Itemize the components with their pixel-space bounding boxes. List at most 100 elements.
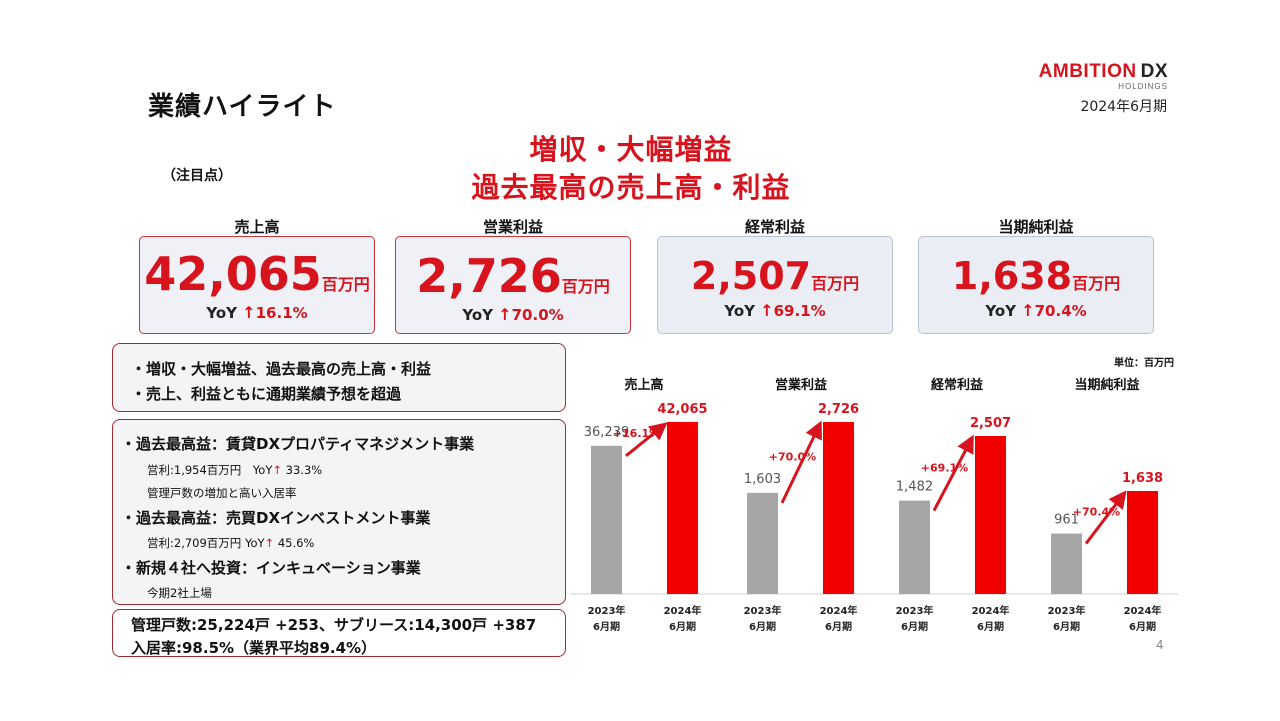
kpi-yoy-net-income: 70.4% bbox=[1034, 302, 1087, 320]
category-label: 6月期 bbox=[1129, 620, 1156, 633]
bar-2023 bbox=[1051, 533, 1082, 594]
bar-2024 bbox=[667, 422, 698, 594]
data-label-2024: 2,726 bbox=[818, 402, 859, 417]
logo-subtitle: HOLDINGS bbox=[1118, 82, 1168, 91]
data-label-2023: 961 bbox=[1054, 513, 1079, 528]
data-label-2024: 2,507 bbox=[970, 416, 1011, 431]
kpi-value-ordinary-profit: 2,507 bbox=[690, 254, 812, 298]
category-label: 6月期 bbox=[749, 620, 776, 633]
data-label-2023: 1,603 bbox=[744, 472, 781, 487]
page-title: 業績ハイライト bbox=[148, 92, 337, 122]
headline-line-1: 増収・大幅増益 bbox=[529, 133, 733, 166]
category-label: 2024年 bbox=[1124, 604, 1162, 617]
kpi-unit: 百万円 bbox=[811, 274, 860, 293]
kpi-unit: 百万円 bbox=[561, 277, 610, 296]
company-logo: AMBITION DX HOLDINGS bbox=[1028, 61, 1168, 92]
data-label-2024: 42,065 bbox=[657, 402, 707, 417]
kpi-label-sales: 売上高 bbox=[234, 218, 280, 236]
data-label-2023: 1,482 bbox=[896, 480, 933, 495]
segment-2-title: ・過去最高益：売買DXインベストメント事業 bbox=[121, 509, 431, 527]
bar-2023 bbox=[747, 492, 778, 594]
segment-box: ・過去最高益：賃貸DXプロパティマネジメント事業 営利:1,954百万円 YoY… bbox=[112, 419, 566, 605]
summary-line-2: ・売上、利益ともに通期業績予想を超過 bbox=[131, 385, 402, 403]
summary-line-1: ・増収・大幅増益、過去最高の売上高・利益 bbox=[131, 360, 432, 378]
kpi-label-ordinary-profit: 経常利益 bbox=[744, 218, 805, 236]
segment-1-title: ・過去最高益：賃貸DXプロパティマネジメント事業 bbox=[121, 435, 475, 453]
bar-2024 bbox=[1127, 491, 1158, 594]
category-label: 6月期 bbox=[901, 620, 928, 633]
kpi-yoy-prefix: YoY bbox=[206, 304, 237, 322]
up-arrow-icon: ↑ bbox=[264, 536, 275, 550]
category-label: 2024年 bbox=[820, 604, 858, 617]
kpi-card-operating-profit: 2,726百万円 YoY ↑70.0% bbox=[395, 236, 631, 334]
segment-1-detail-text: 営利:1,954百万円 YoY bbox=[147, 463, 273, 477]
chart-title: 経常利益 bbox=[931, 377, 983, 393]
segment-1-note: 管理戸数の増加と高い入居率 bbox=[147, 486, 297, 500]
occupancy-box: 管理戸数:25,224戸 +253、サブリース:14,300戸 +387 入居率… bbox=[112, 609, 566, 657]
growth-label: +69.1% bbox=[921, 461, 968, 474]
up-arrow-icon: ↑ bbox=[272, 463, 282, 477]
data-label-2024: 1,638 bbox=[1122, 471, 1163, 486]
up-arrow-icon: ↑ bbox=[760, 301, 774, 320]
logo-dx-text: DX bbox=[1140, 61, 1168, 82]
fiscal-period: 2024年6月期 bbox=[1080, 99, 1167, 115]
segment-1-detail: 営利:1,954百万円 YoY↑ 33.3% bbox=[147, 462, 322, 478]
kpi-unit: 百万円 bbox=[1072, 274, 1121, 293]
bar-2024 bbox=[823, 422, 854, 594]
kpi-value-operating-profit: 2,726 bbox=[416, 249, 562, 303]
growth-arrow bbox=[932, 434, 974, 512]
kpi-yoy-prefix: YoY bbox=[985, 302, 1016, 320]
kpi-yoy-operating-profit: 70.0% bbox=[511, 306, 564, 324]
category-label: 6月期 bbox=[977, 620, 1004, 633]
chart-title: 売上高 bbox=[624, 377, 663, 393]
chart-title: 当期純利益 bbox=[1074, 377, 1139, 393]
growth-arrow bbox=[780, 420, 822, 504]
growth-label: +70.4% bbox=[1073, 505, 1120, 518]
kpi-unit: 百万円 bbox=[321, 275, 370, 294]
occupancy-line-2: 入居率:98.5%（業界平均89.4%） bbox=[131, 639, 377, 657]
category-label: 6月期 bbox=[593, 620, 620, 633]
segment-2-detail: 営利:2,709百万円 YoY↑ 45.6% bbox=[147, 535, 314, 551]
headline-line-2: 過去最高の売上高・利益 bbox=[471, 171, 791, 204]
bar-2023 bbox=[591, 445, 622, 594]
category-label: 2023年 bbox=[896, 604, 934, 617]
category-label: 6月期 bbox=[825, 620, 852, 633]
up-arrow-icon: ↑ bbox=[498, 305, 512, 324]
segment-3-note: 今期2社上場 bbox=[147, 586, 212, 600]
segment-1-yoy: 33.3% bbox=[285, 463, 323, 477]
focus-label: （注目点） bbox=[162, 168, 232, 184]
category-label: 6月期 bbox=[669, 620, 696, 633]
segment-3-title: ・新規４社へ投資：インキュベーション事業 bbox=[121, 559, 421, 577]
kpi-label-operating-profit: 営業利益 bbox=[482, 218, 543, 236]
data-label-2023: 36,239 bbox=[584, 425, 630, 440]
kpi-value-sales: 42,065 bbox=[144, 247, 322, 301]
segment-2-yoy: 45.6% bbox=[277, 536, 315, 550]
kpi-yoy-prefix: YoY bbox=[462, 306, 493, 324]
kpi-value-net-income: 1,638 bbox=[951, 254, 1073, 298]
category-label: 6月期 bbox=[1053, 620, 1080, 633]
chart-title: 営業利益 bbox=[775, 377, 827, 393]
growth-label: +16.1% bbox=[613, 427, 660, 440]
kpi-card-net-income: 1,638百万円 YoY ↑70.4% bbox=[918, 236, 1154, 334]
growth-arrow bbox=[625, 422, 668, 457]
logo-text: AMBITION bbox=[1038, 61, 1137, 82]
kpi-card-ordinary-profit: 2,507百万円 YoY ↑69.1% bbox=[657, 236, 893, 334]
kpi-yoy-prefix: YoY bbox=[724, 302, 755, 320]
category-label: 2023年 bbox=[744, 604, 782, 617]
segment-2-detail-text: 営利:2,709百万円 YoY bbox=[147, 536, 265, 550]
category-label: 2023年 bbox=[588, 604, 626, 617]
category-label: 2023年 bbox=[1048, 604, 1086, 617]
kpi-yoy-ordinary-profit: 69.1% bbox=[773, 302, 826, 320]
page-number: 4 bbox=[1156, 638, 1164, 652]
kpi-card-sales: 42,065百万円 YoY ↑16.1% bbox=[139, 236, 375, 334]
occupancy-line-1: 管理戸数:25,224戸 +253、サブリース:14,300戸 +387 bbox=[131, 616, 537, 634]
category-label: 2024年 bbox=[664, 604, 702, 617]
growth-arrow bbox=[1084, 490, 1127, 545]
up-arrow-icon: ↑ bbox=[1021, 301, 1035, 320]
bar-2023 bbox=[899, 500, 930, 594]
category-label: 2024年 bbox=[972, 604, 1010, 617]
bar-2024 bbox=[975, 436, 1006, 594]
summary-box: ・増収・大幅増益、過去最高の売上高・利益 ・売上、利益ともに通期業績予想を超過 bbox=[112, 343, 566, 412]
growth-label: +70.0% bbox=[769, 450, 816, 463]
